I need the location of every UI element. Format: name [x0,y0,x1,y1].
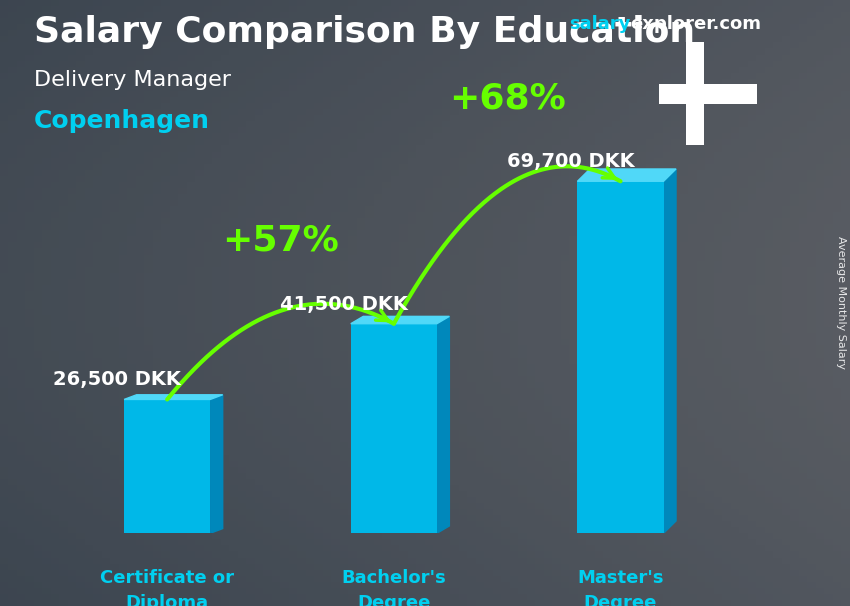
Polygon shape [351,316,450,324]
Text: Copenhagen: Copenhagen [34,109,210,133]
Text: Master's
Degree: Master's Degree [577,568,664,606]
Text: Average Monthly Salary: Average Monthly Salary [836,236,846,370]
Text: 26,500 DKK: 26,500 DKK [54,370,181,389]
Polygon shape [437,316,450,533]
Text: Certificate or
Diploma: Certificate or Diploma [100,568,234,606]
Bar [686,42,704,145]
Polygon shape [124,395,223,399]
Bar [659,84,756,104]
Bar [577,181,664,533]
Text: +57%: +57% [222,224,339,258]
Text: Bachelor's
Degree: Bachelor's Degree [342,568,446,606]
Polygon shape [210,395,223,533]
Text: 69,700 DKK: 69,700 DKK [507,152,634,171]
Bar [351,324,437,533]
Text: 41,500 DKK: 41,500 DKK [280,295,408,313]
Text: salary: salary [570,15,631,33]
Polygon shape [577,169,676,181]
Text: Delivery Manager: Delivery Manager [34,70,231,90]
Text: +68%: +68% [449,81,565,115]
Text: explorer.com: explorer.com [631,15,762,33]
Bar [124,399,210,533]
Polygon shape [664,169,676,533]
Text: Salary Comparison By Education: Salary Comparison By Education [34,15,695,49]
